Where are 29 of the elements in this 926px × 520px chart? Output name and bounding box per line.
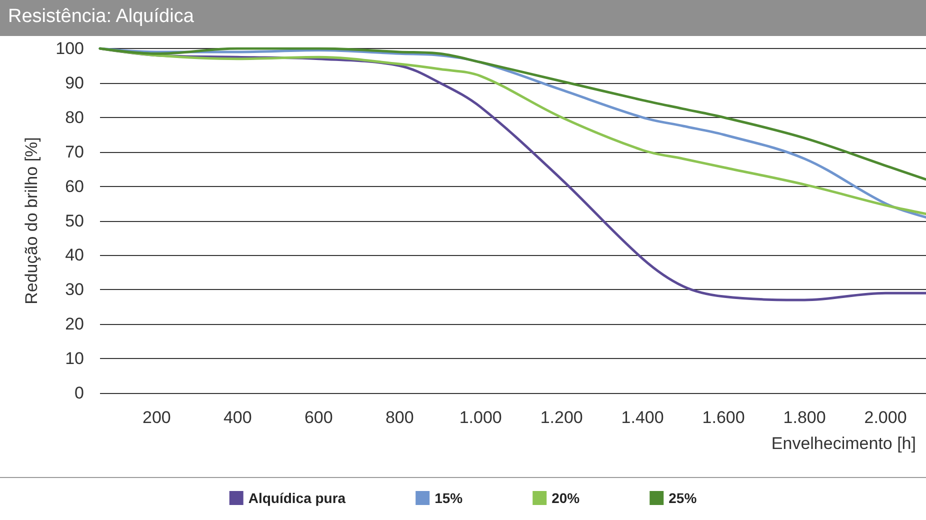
y-axis-title: Redução do brilho [%] <box>22 137 41 304</box>
y-tick-label: 50 <box>65 211 84 230</box>
chart-title: Resistência: Alquídica <box>0 0 926 40</box>
legend-label: 20% <box>552 490 580 506</box>
y-tick-label: 100 <box>56 39 84 58</box>
x-tick-label: 200 <box>142 408 171 427</box>
x-tick-label: 1.600 <box>702 408 745 427</box>
y-tick-label: 60 <box>65 176 84 196</box>
x-tick-label: 1.800 <box>783 408 826 427</box>
x-tick-label: 1.000 <box>459 408 502 427</box>
y-tick-label: 80 <box>65 108 84 127</box>
x-tick-label: 400 <box>223 408 252 427</box>
line-series <box>98 47 926 181</box>
y-tick-label: 0 <box>74 384 84 402</box>
y-tick-label: 20 <box>65 314 84 334</box>
x-tick-label: 1.200 <box>540 408 583 427</box>
y-tick-label: 70 <box>65 142 84 162</box>
x-tick-label: 2.000 <box>864 408 907 427</box>
y-tick-label: 30 <box>65 280 84 300</box>
legend-label: 15% <box>434 490 464 506</box>
x-axis-title: Envelhecimento [h] <box>771 434 916 453</box>
legend-label: 25% <box>668 490 698 506</box>
x-tick-label: 800 <box>385 408 414 427</box>
x-tick-label: 1.400 <box>621 408 664 427</box>
x-tick-label: 600 <box>304 408 333 427</box>
y-tick-label: 40 <box>65 246 84 265</box>
legend-label: Alquídica pura <box>248 490 346 506</box>
y-tick-label: 10 <box>65 349 84 368</box>
y-tick-label: 90 <box>65 73 84 92</box>
